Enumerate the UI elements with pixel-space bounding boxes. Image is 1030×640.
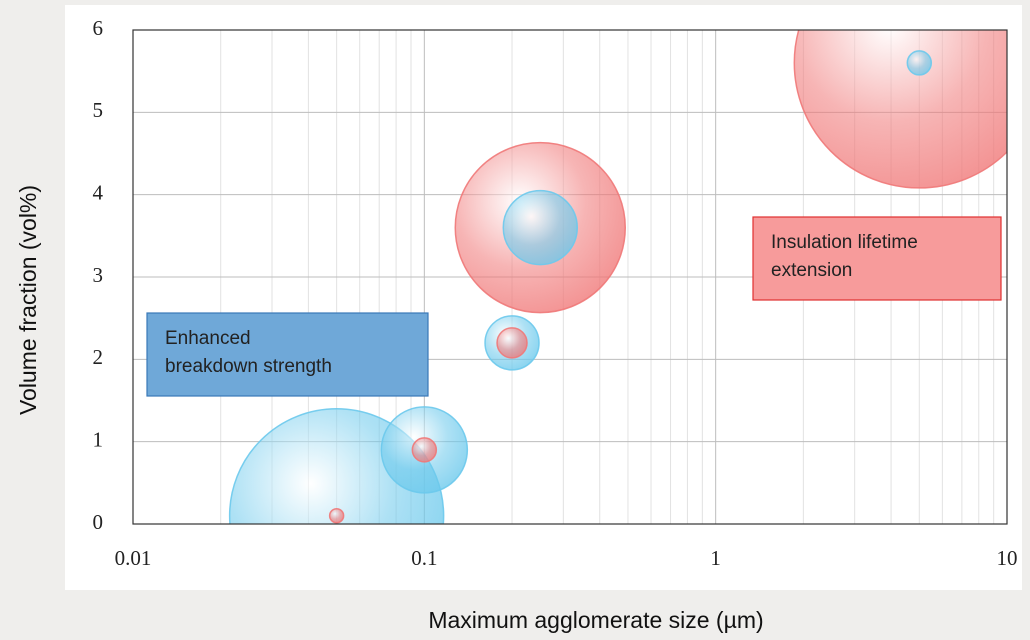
bubble: [503, 191, 577, 265]
y-tick-label: 5: [93, 98, 104, 122]
annotation-text: breakdown strength: [165, 356, 332, 377]
y-tick-label: 2: [93, 345, 104, 369]
bubble: [907, 51, 931, 75]
annotation-box: [147, 313, 428, 396]
annotation-text: extension: [771, 260, 852, 281]
bubble: [412, 438, 436, 462]
annotation-box: [753, 217, 1001, 300]
x-axis-label: Maximum agglomerate size (µm): [428, 607, 763, 633]
chart: 0.01 0.1 1 10 0 1 2 3 4 5 6 Enhanced breakdown stre…: [0, 0, 1030, 640]
annotation-text: Enhanced: [165, 328, 251, 349]
y-tick-label: 1: [93, 427, 104, 451]
bubble: [497, 328, 527, 358]
y-axis-label: Volume fraction (vol%): [15, 185, 41, 415]
x-tick-label: 1: [710, 546, 721, 570]
x-tick-label: 0.01: [115, 546, 152, 570]
y-tick-label: 4: [93, 180, 104, 204]
x-tick-label: 10: [997, 546, 1018, 570]
y-tick-label: 6: [93, 16, 104, 40]
annotation-text: Insulation lifetime: [771, 232, 918, 253]
bubble: [330, 509, 344, 523]
y-tick-label: 0: [93, 510, 104, 534]
y-tick-label: 3: [93, 263, 104, 287]
x-tick-label: 0.1: [411, 546, 437, 570]
